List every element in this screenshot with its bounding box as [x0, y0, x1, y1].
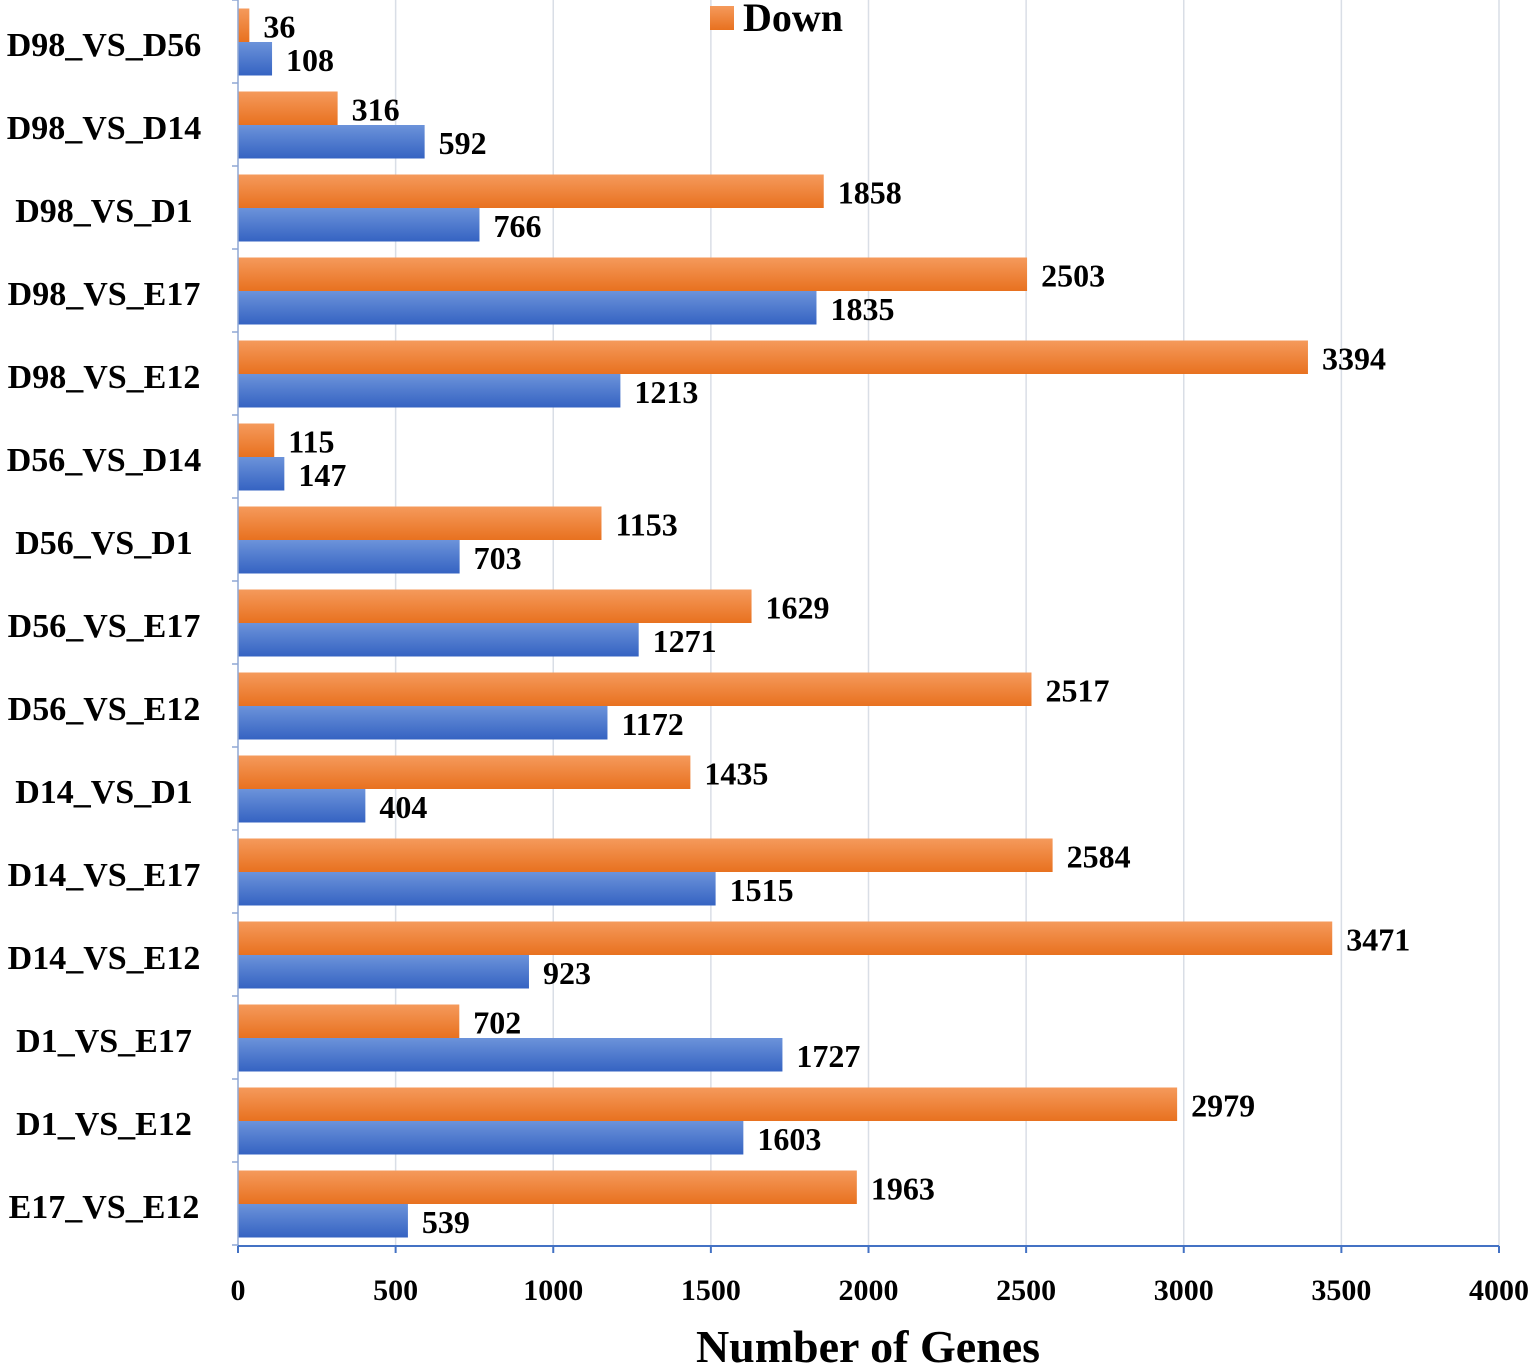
bar-down — [238, 1087, 1178, 1121]
value-label-up: 1515 — [730, 872, 794, 908]
value-label-up: 1172 — [621, 706, 683, 742]
value-label-down: 1435 — [704, 756, 768, 792]
value-label-up: 539 — [422, 1204, 470, 1240]
bar-down — [238, 672, 1032, 706]
bar-down — [238, 755, 691, 789]
value-label-down: 2503 — [1041, 258, 1105, 294]
value-label-down: 36 — [263, 9, 295, 45]
value-label-up: 766 — [493, 208, 541, 244]
category-label: D98_VS_E17 — [8, 276, 201, 313]
category-label: D56_VS_E17 — [8, 608, 201, 645]
bar-down — [238, 423, 275, 457]
value-label-down: 1153 — [615, 507, 677, 543]
bar-down — [238, 257, 1028, 291]
value-label-up: 1213 — [634, 374, 698, 410]
bar-up — [238, 706, 608, 740]
x-tick-label: 3500 — [1311, 1274, 1371, 1307]
bar-down — [238, 8, 250, 42]
value-label-up: 404 — [379, 789, 427, 825]
x-tick-label: 2500 — [996, 1274, 1056, 1307]
x-tick-label: 4000 — [1469, 1274, 1529, 1307]
bar-up — [238, 789, 366, 823]
category-label: D56_VS_D14 — [7, 442, 202, 479]
legend-label-down: Down — [743, 0, 843, 40]
bar-up — [238, 955, 529, 989]
category-label: D1_VS_E17 — [16, 1023, 192, 1060]
category-label: D14_VS_D1 — [15, 774, 193, 811]
value-label-up: 1727 — [796, 1038, 860, 1074]
value-label-up: 703 — [474, 540, 522, 576]
value-label-up: 923 — [543, 955, 591, 991]
x-tick-label: 3000 — [1154, 1274, 1214, 1307]
value-label-down: 115 — [288, 424, 334, 460]
category-label: D98_VS_D56 — [7, 27, 202, 64]
value-label-up: 1835 — [830, 291, 894, 327]
value-label-down: 316 — [352, 92, 400, 128]
value-label-down: 2517 — [1045, 673, 1109, 709]
bar-down — [238, 838, 1053, 872]
x-tick-label: 500 — [373, 1274, 418, 1307]
value-label-up: 592 — [439, 125, 487, 161]
x-tick-label: 2000 — [839, 1274, 899, 1307]
value-label-down: 3471 — [1346, 922, 1410, 958]
value-label-up: 147 — [298, 457, 346, 493]
value-label-down: 1858 — [838, 175, 902, 211]
value-label-down: 3394 — [1322, 341, 1386, 377]
bar-up — [238, 1038, 783, 1072]
category-label: D14_VS_E17 — [8, 857, 201, 894]
bar-up — [238, 540, 460, 574]
bar-up — [238, 623, 639, 657]
category-label: D98_VS_D14 — [7, 110, 202, 147]
bar-down — [238, 506, 602, 540]
category-label: D98_VS_D1 — [15, 193, 193, 230]
category-label: D1_VS_E12 — [16, 1106, 192, 1143]
bar-up — [238, 291, 817, 325]
bar-down — [238, 91, 338, 125]
bar-up — [238, 1121, 744, 1155]
legend: Down — [710, 0, 843, 40]
value-label-down: 1629 — [766, 590, 830, 626]
legend-swatch-down — [710, 6, 734, 30]
bar-down — [238, 921, 1333, 955]
axes — [232, 0, 1500, 1253]
bar-down — [238, 1170, 857, 1204]
bar-down — [238, 174, 824, 208]
value-label-down: 1963 — [871, 1171, 935, 1207]
value-label-up: 1271 — [653, 623, 717, 659]
category-label: D98_VS_E12 — [8, 359, 201, 396]
value-label-down: 702 — [473, 1005, 521, 1041]
x-tick-label: 1000 — [523, 1274, 583, 1307]
category-label: D56_VS_D1 — [15, 525, 193, 562]
bar-down — [238, 340, 1308, 374]
bar-up — [238, 374, 621, 408]
x-axis-title: Number of Genes — [696, 1321, 1040, 1365]
bar-down — [238, 589, 752, 623]
bar-up — [238, 125, 425, 159]
bar-up — [238, 457, 285, 491]
category-label: D14_VS_E12 — [8, 940, 201, 977]
bar-up — [238, 208, 480, 242]
bar-up — [238, 42, 273, 76]
bars — [238, 8, 1333, 1238]
x-tick-label: 1500 — [681, 1274, 741, 1307]
value-label-up: 1603 — [757, 1121, 821, 1157]
value-label-down: 2979 — [1191, 1088, 1255, 1124]
value-label-down: 2584 — [1067, 839, 1131, 875]
bar-up — [238, 1204, 408, 1238]
x-tick-label: 0 — [231, 1274, 246, 1307]
category-label: E17_VS_E12 — [9, 1189, 200, 1226]
category-label: D56_VS_E12 — [8, 691, 201, 728]
labels: 0 500 1000 1500 2000 2500 3000 3500 4000 Number o… — [7, 9, 1529, 1370]
value-label-up: 108 — [286, 42, 334, 78]
bar-up — [238, 872, 716, 906]
bar-down — [238, 1004, 460, 1038]
